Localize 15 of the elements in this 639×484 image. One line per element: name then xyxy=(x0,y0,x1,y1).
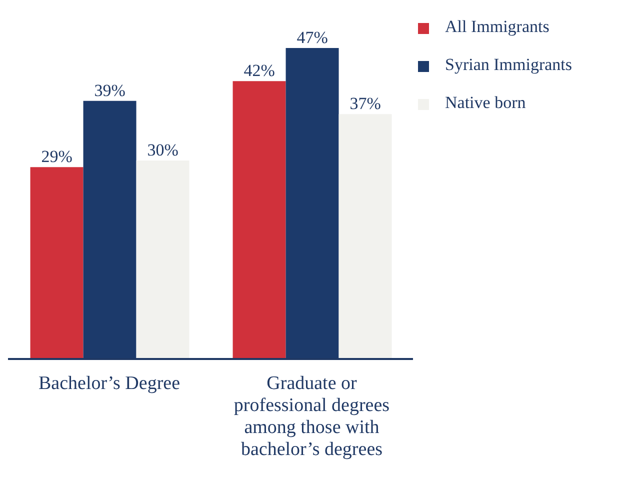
bar xyxy=(30,167,84,359)
x-tick-label: Bachelor’s Degree xyxy=(38,373,180,394)
bar xyxy=(338,114,392,359)
legend-label: Native born xyxy=(445,93,526,112)
bar xyxy=(136,160,190,359)
data-label: 47% xyxy=(296,28,328,47)
data-label: 37% xyxy=(350,94,381,114)
data-label: 29% xyxy=(41,147,72,166)
legend-label: Syrian Immigrants xyxy=(445,55,572,74)
bar xyxy=(232,81,286,359)
x-tick-label: Graduate or professional degrees among those with bachelor’s degrees xyxy=(234,373,390,460)
data-label: 42% xyxy=(244,61,275,80)
data-label: 39% xyxy=(94,80,126,100)
data-label: 30% xyxy=(147,140,178,160)
legend-label: All Immigrants xyxy=(445,17,550,36)
